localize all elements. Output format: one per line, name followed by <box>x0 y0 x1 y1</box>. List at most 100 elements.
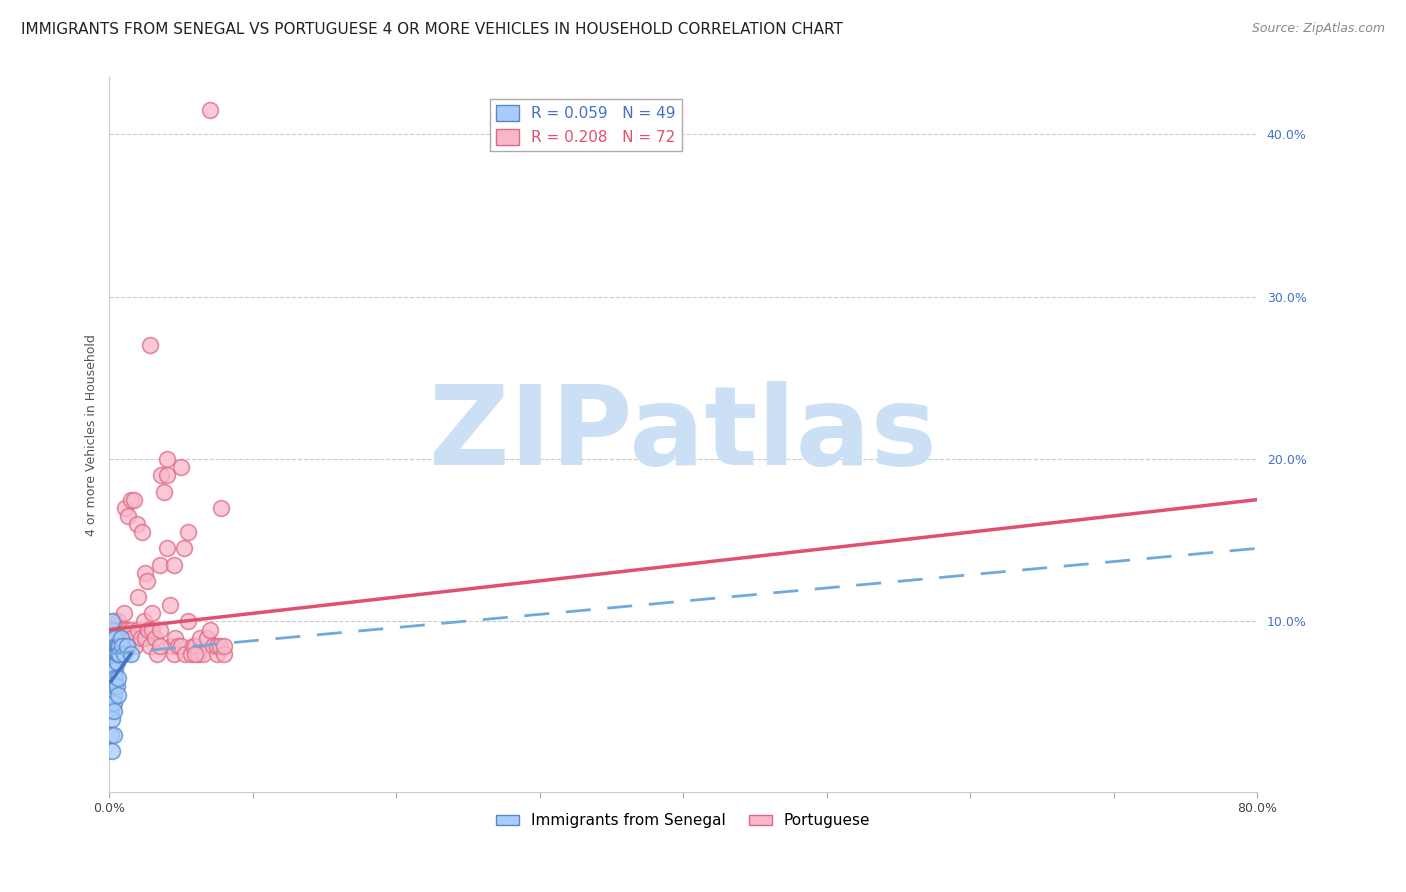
Point <box>101 712 124 726</box>
Point <box>101 655 124 669</box>
Point <box>103 728 125 742</box>
Point <box>105 655 128 669</box>
Point <box>174 647 197 661</box>
Point <box>110 631 132 645</box>
Point <box>191 647 214 661</box>
Point <box>103 671 125 685</box>
Point <box>138 338 160 352</box>
Point <box>107 688 129 702</box>
Point <box>209 500 232 515</box>
Point <box>205 647 228 661</box>
Point <box>103 639 125 653</box>
Point <box>125 516 148 531</box>
Point <box>120 623 142 637</box>
Point <box>115 639 138 653</box>
Legend: Immigrants from Senegal, Portuguese: Immigrants from Senegal, Portuguese <box>489 807 876 834</box>
Point <box>115 623 138 637</box>
Point <box>120 647 142 661</box>
Point <box>112 607 135 621</box>
Point <box>104 647 127 661</box>
Point <box>101 696 124 710</box>
Point <box>208 639 231 653</box>
Point <box>103 696 125 710</box>
Point <box>108 623 131 637</box>
Point <box>105 631 128 645</box>
Point <box>170 460 193 475</box>
Point <box>177 615 200 629</box>
Point <box>188 631 211 645</box>
Point <box>195 631 218 645</box>
Text: IMMIGRANTS FROM SENEGAL VS PORTUGUESE 4 OR MORE VEHICLES IN HOUSEHOLD CORRELATIO: IMMIGRANTS FROM SENEGAL VS PORTUGUESE 4 … <box>21 22 844 37</box>
Point <box>104 631 127 645</box>
Point <box>101 623 124 637</box>
Point <box>111 639 134 653</box>
Point <box>104 623 127 637</box>
Point <box>104 671 127 685</box>
Point <box>105 639 128 653</box>
Point <box>122 492 145 507</box>
Y-axis label: 4 or more Vehicles in Household: 4 or more Vehicles in Household <box>86 334 98 535</box>
Point <box>180 647 202 661</box>
Point <box>101 639 124 653</box>
Text: Source: ZipAtlas.com: Source: ZipAtlas.com <box>1251 22 1385 36</box>
Point <box>104 639 127 653</box>
Point <box>118 631 141 645</box>
Point <box>129 631 152 645</box>
Point <box>105 680 128 694</box>
Point <box>111 623 134 637</box>
Point <box>187 647 209 661</box>
Point <box>156 468 179 483</box>
Point <box>165 631 187 645</box>
Point <box>107 615 129 629</box>
Point <box>101 688 124 702</box>
Point <box>136 623 159 637</box>
Point <box>184 647 207 661</box>
Point <box>100 688 122 702</box>
Point <box>127 623 149 637</box>
Point <box>104 680 127 694</box>
Point <box>212 639 235 653</box>
Point <box>121 631 143 645</box>
Point <box>160 639 183 653</box>
Point <box>101 744 124 758</box>
Point <box>145 647 167 661</box>
Point <box>159 598 181 612</box>
Point <box>103 647 125 661</box>
Point <box>198 103 221 117</box>
Point <box>114 500 136 515</box>
Point <box>101 623 124 637</box>
Point <box>138 639 160 653</box>
Point <box>112 639 135 653</box>
Point <box>108 639 131 653</box>
Point <box>100 655 122 669</box>
Point <box>103 663 125 677</box>
Point <box>135 574 157 588</box>
Point <box>105 647 128 661</box>
Point <box>103 615 125 629</box>
Point <box>101 663 124 677</box>
Point <box>156 541 179 556</box>
Point <box>163 647 186 661</box>
Point <box>149 639 172 653</box>
Point <box>101 647 124 661</box>
Point <box>205 639 228 653</box>
Point <box>198 623 221 637</box>
Point <box>103 704 125 718</box>
Point <box>100 680 122 694</box>
Point <box>110 631 132 645</box>
Point <box>141 623 163 637</box>
Point <box>117 508 139 523</box>
Point <box>127 590 149 604</box>
Point <box>201 639 224 653</box>
Point <box>101 615 124 629</box>
Point <box>163 558 186 572</box>
Point <box>173 541 195 556</box>
Point <box>156 452 179 467</box>
Point <box>108 647 131 661</box>
Point <box>132 615 155 629</box>
Point <box>103 688 125 702</box>
Point <box>100 728 122 742</box>
Point <box>107 671 129 685</box>
Point <box>134 566 156 580</box>
Point <box>101 631 124 645</box>
